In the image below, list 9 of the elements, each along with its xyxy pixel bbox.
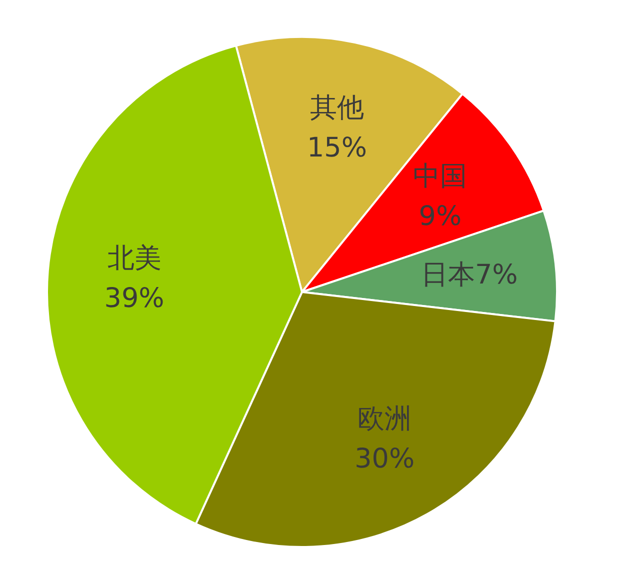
data-label: 39% [104, 282, 164, 314]
data-label: 30% [354, 443, 415, 474]
slice-label: 其他 [310, 92, 364, 123]
slice-label: 中国 [413, 160, 468, 192]
slice-label: 日本7% [420, 258, 518, 290]
data-label: 15% [306, 132, 367, 163]
data-label: 9% [418, 200, 462, 232]
slice-label: 北美 [107, 242, 162, 274]
slice-label: 欧洲 [358, 403, 412, 434]
